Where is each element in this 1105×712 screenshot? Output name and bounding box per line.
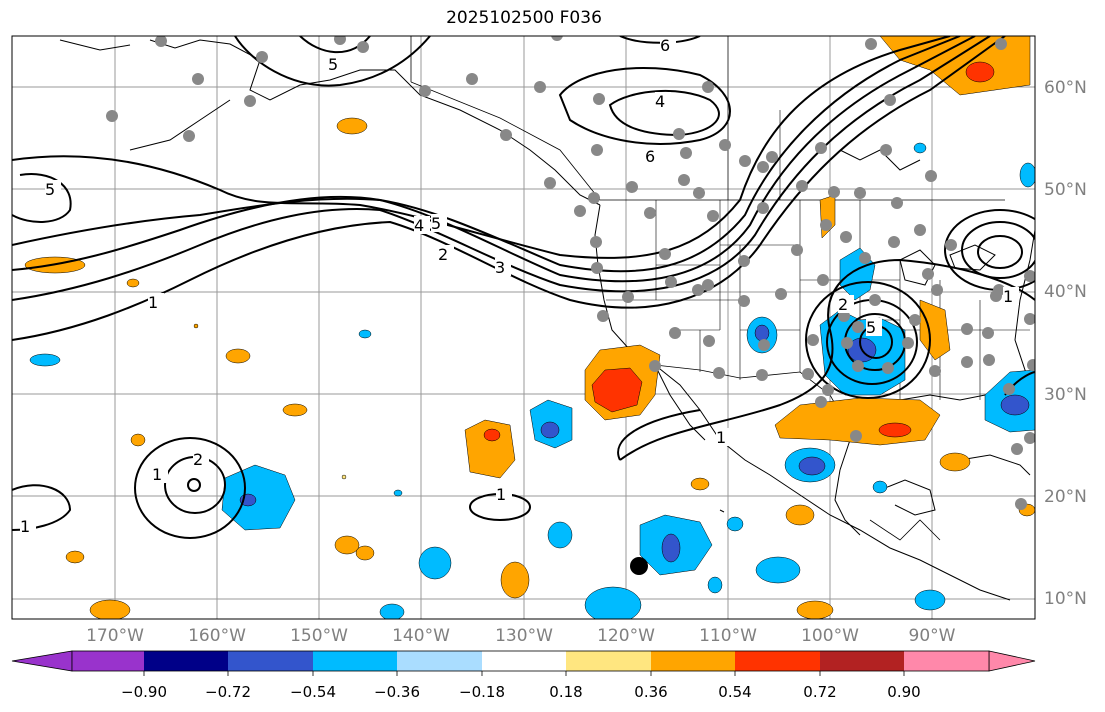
contour-label: 4 — [414, 216, 424, 235]
lon-label: 90°W — [908, 626, 956, 646]
lon-label: 100°W — [801, 626, 859, 646]
colorbar-bin — [735, 651, 820, 671]
lat-label: 30°N — [1044, 385, 1087, 405]
contour-label-group: 5 6 4 6 5 4 5 2 3 1 1 2 1 1 — [20, 36, 1019, 536]
contour-label: 6 — [645, 147, 655, 166]
contour-label: 5 — [45, 180, 55, 199]
contour-label: 4 — [655, 92, 665, 111]
colorbar-bin — [72, 651, 144, 671]
lon-label: 120°W — [597, 626, 655, 646]
station-dots — [106, 36, 1035, 510]
lon-label: 140°W — [392, 626, 450, 646]
colorbar-extend-low — [11, 650, 73, 672]
contour-label: 5 — [866, 318, 876, 337]
contour-label: 1 — [148, 293, 158, 312]
colorbar-tick-label: −0.90 — [121, 683, 167, 701]
lat-label: 60°N — [1044, 78, 1087, 98]
colorbar-tick-label: −0.72 — [205, 683, 251, 701]
colorbar-bin — [313, 651, 397, 671]
shaded-fields — [24, 36, 1035, 619]
lat-label: 40°N — [1044, 282, 1087, 302]
contour-label: 2 — [438, 245, 448, 264]
lon-label: 170°W — [86, 626, 144, 646]
colorbar-tick-label: 0.90 — [887, 683, 921, 701]
colorbar-bin — [566, 651, 651, 671]
lon-label: 110°W — [699, 626, 757, 646]
contour-label: 1 — [1003, 287, 1013, 306]
map-title: 2025102500 F036 — [446, 8, 602, 28]
contour-label: 1 — [20, 517, 30, 536]
lat-label: 20°N — [1044, 487, 1087, 507]
colorbar-tick-label: 0.72 — [803, 683, 837, 701]
lon-label: 150°W — [290, 626, 348, 646]
lat-label: 10°N — [1044, 589, 1087, 609]
colorbar-bin — [228, 651, 313, 671]
colorbar-bin — [820, 651, 904, 671]
colorbar-tick-label: 0.18 — [549, 683, 583, 701]
colorbar-bin — [482, 651, 566, 671]
contour-label: 5 — [431, 214, 441, 233]
lon-label: 160°W — [188, 626, 246, 646]
colorbar-bin — [651, 651, 735, 671]
contour-label: 1 — [716, 428, 726, 447]
colorbar-tick-label: −0.18 — [459, 683, 505, 701]
lon-label: 130°W — [495, 626, 553, 646]
colorbar — [11, 650, 1036, 676]
colorbar-tick-label: −0.54 — [290, 683, 336, 701]
lat-label: 50°N — [1044, 180, 1087, 200]
contour-label: 3 — [495, 258, 505, 277]
contour-label: 1 — [496, 485, 506, 504]
colorbar-bin — [144, 651, 228, 671]
contour-label: 5 — [328, 55, 338, 74]
colorbar-tick-label: 0.54 — [718, 683, 752, 701]
contour-label: 6 — [660, 36, 670, 55]
colorbar-extend-high — [988, 650, 1036, 672]
storm-marker — [630, 557, 648, 575]
contour-label: 2 — [838, 295, 848, 314]
map-frame — [11, 35, 1036, 620]
contour-label: 2 — [193, 450, 203, 469]
colorbar-tick-label: 0.36 — [634, 683, 668, 701]
colorbar-tick-label: −0.36 — [374, 683, 420, 701]
contour-label: 1 — [152, 465, 162, 484]
colorbar-bin — [904, 651, 989, 671]
colorbar-bin — [397, 651, 482, 671]
